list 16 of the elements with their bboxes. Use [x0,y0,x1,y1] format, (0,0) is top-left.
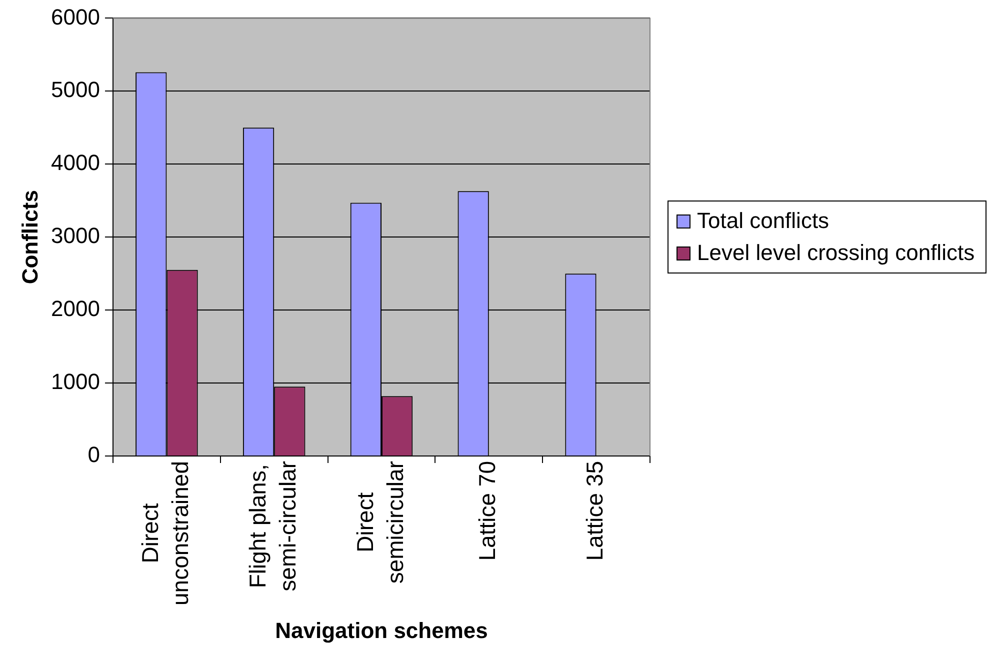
x-tick-label: Direct unconstrained [137,460,194,606]
y-tick-label: 1000 [51,369,100,394]
x-tick-label: Lattice 35 [582,460,608,561]
y-tick-label: 2000 [51,296,100,322]
y-tick-label: 5000 [51,77,100,102]
x-tick-label: Direct semicircular [352,460,408,584]
legend-label: Level level crossing conflicts [697,240,975,266]
x-tick-label: Flight plans, semi-circular [244,460,300,592]
y-tick-label: 3000 [51,223,100,248]
y-tick-label: 0 [88,442,100,468]
legend-label: Total conflicts [697,208,830,234]
x-tick-label: Lattice 70 [474,460,500,561]
x-axis-title: Navigation schemes [275,618,488,643]
y-axis-title: Conflicts [17,190,42,284]
y-tick-label: 6000 [51,4,100,30]
y-tick-label: 4000 [51,150,100,176]
